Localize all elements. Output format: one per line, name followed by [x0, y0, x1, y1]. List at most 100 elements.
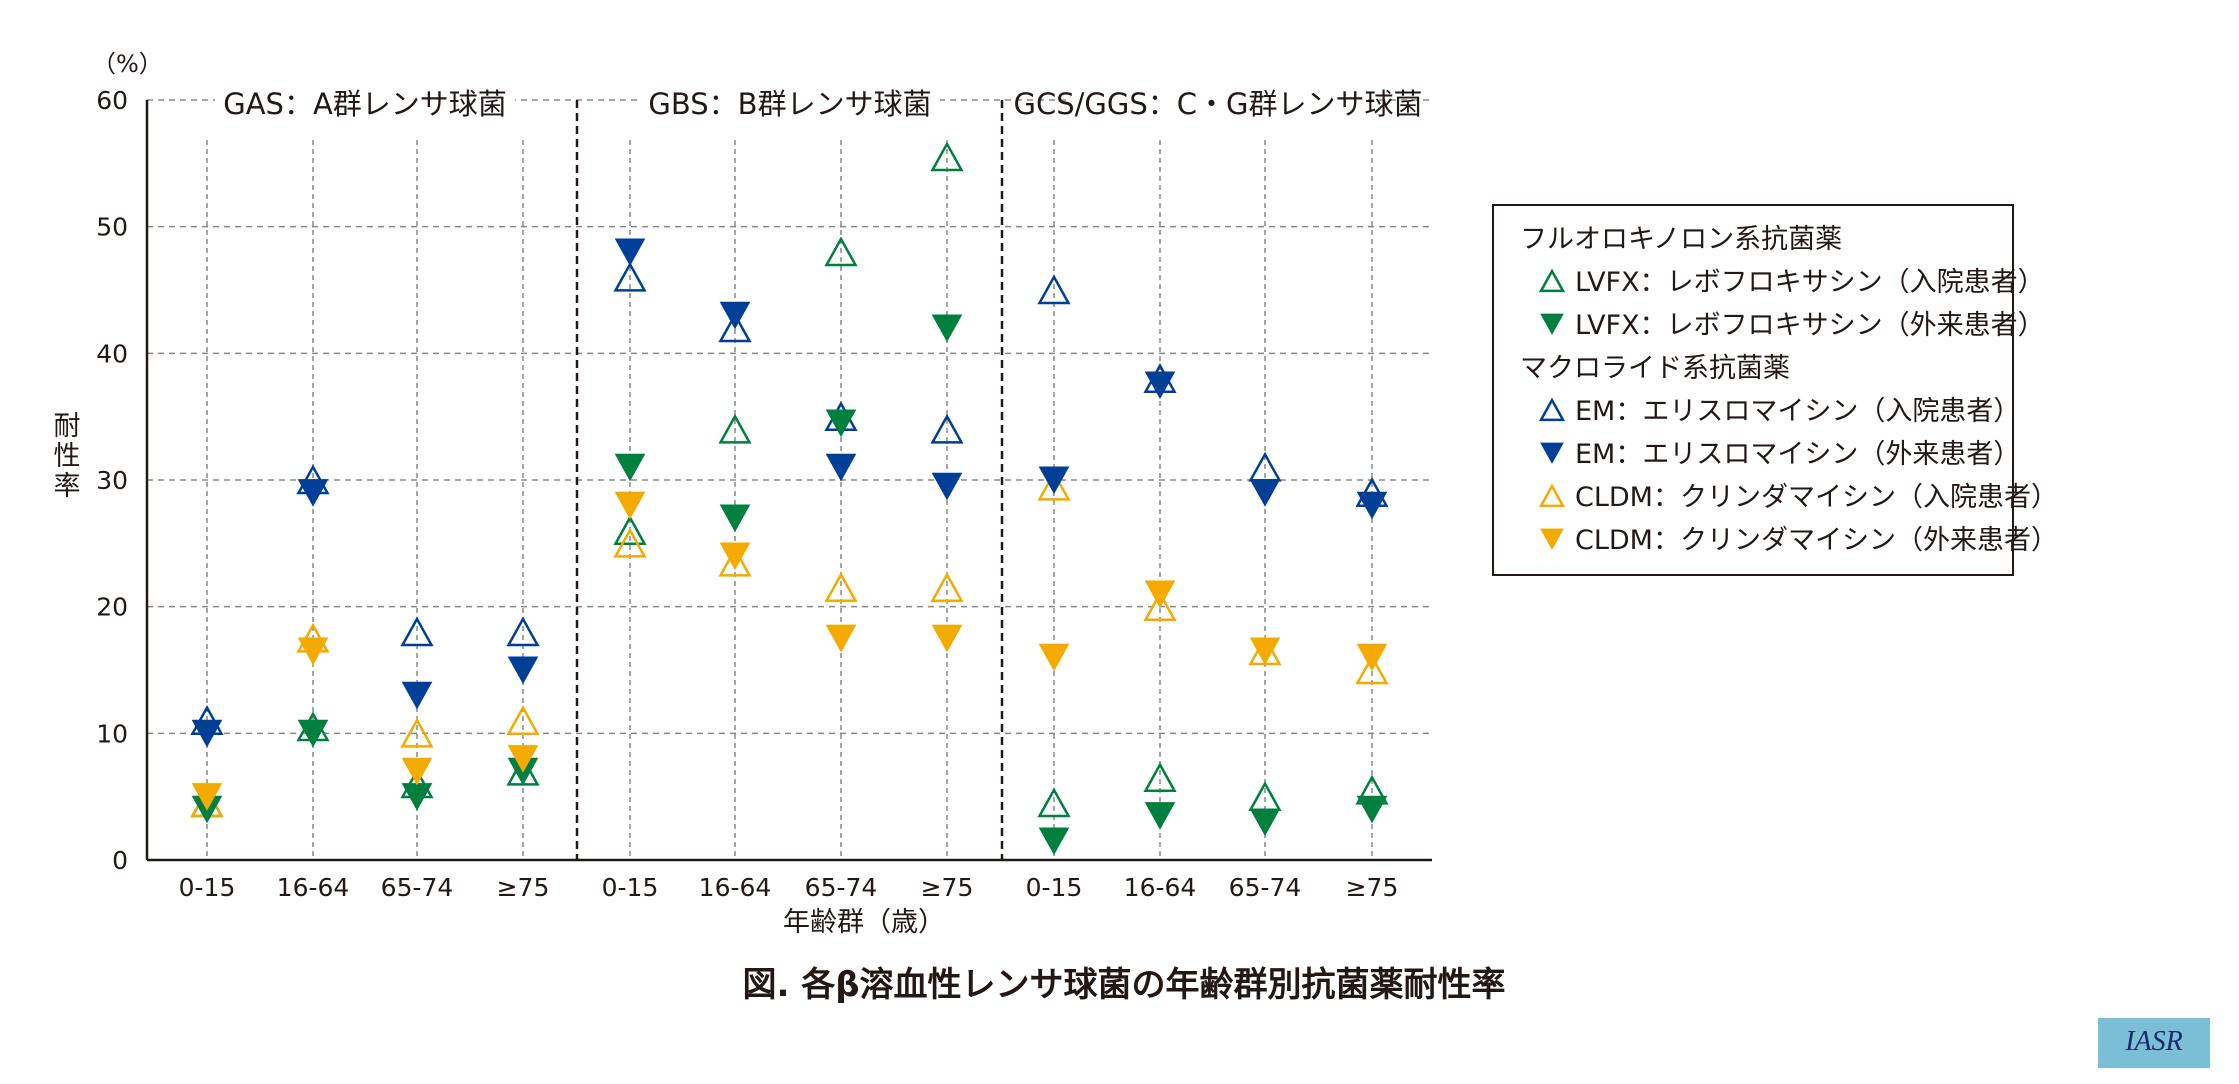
- legend-marker-em-in: [1538, 397, 1566, 422]
- x-tick-label: 0-15: [602, 873, 659, 902]
- marker-cldm-out: [297, 637, 329, 666]
- marker-cldm-in: [1037, 470, 1071, 501]
- marker-cldm-out: [614, 491, 646, 520]
- marker-lvfx-in: [1248, 781, 1282, 811]
- legend-item-label: LVFX：レボフロキサシン（入院患者）: [1575, 267, 2045, 298]
- legend-marker-cldm-in: [1538, 483, 1566, 508]
- marker-cldm-in: [400, 717, 434, 748]
- marker-cldm-out: [1356, 643, 1388, 672]
- legend-item-label: CLDM：クリンダマイシン（入院患者）: [1575, 482, 2058, 513]
- marker-lvfx-out: [719, 504, 751, 533]
- marker-cldm-out: [1249, 637, 1281, 666]
- y-tick-label: 20: [96, 593, 128, 622]
- legend: フルオロキノロン系抗菌薬 LVFX：レボフロキサシン（入院患者） LVFX：レボフロ…: [1492, 204, 2058, 576]
- x-tick-label: 16-64: [1124, 873, 1197, 902]
- marker-lvfx-in: [1037, 787, 1071, 818]
- x-tick-label: 0-15: [179, 873, 236, 902]
- marker-cldm-in: [1355, 654, 1389, 685]
- x-tick-label: 65-74: [805, 873, 878, 902]
- legend-box: [1492, 204, 2014, 576]
- panel-title-bg: [215, 86, 515, 116]
- marker-em-out: [401, 681, 433, 710]
- marker-cldm-in: [613, 527, 647, 558]
- marker-lvfx-in: [613, 515, 647, 545]
- chart-title: 図. 各β溶血性レンサ球菌の年齢群別抗菌薬耐性率: [742, 965, 1505, 1005]
- panel-title: GBS：B群レンサ球菌: [648, 87, 931, 121]
- x-tick-label: ≥75: [921, 873, 974, 902]
- marker-lvfx-out: [825, 409, 857, 438]
- x-axis-title: 年齢群（歳）: [783, 907, 945, 938]
- marker-cldm-out: [931, 624, 963, 653]
- axes: 0 10 20 30 40 50 60 0-15 16-64 65-74 ≥75 GAS：A群レンサ球…: [96, 86, 1432, 902]
- marker-em-in: [506, 616, 540, 647]
- marker-lvfx-in: [930, 141, 964, 172]
- marker-em-in: [400, 616, 434, 647]
- y-axis-title-char: 性: [54, 441, 81, 472]
- x-tick-label: 0-15: [1026, 873, 1083, 902]
- marker-em-in: [1037, 274, 1071, 305]
- marker-em-in: [930, 413, 964, 444]
- marker-cldm-out: [401, 757, 433, 786]
- marker-lvfx-out: [614, 453, 646, 482]
- y-axis-title: 耐性率: [54, 411, 81, 502]
- marker-em-in: [613, 261, 647, 292]
- legend-item-label: LVFX：レボフロキサシン（外来患者）: [1575, 310, 2045, 341]
- x-tick-label: 65-74: [381, 873, 454, 902]
- panel-title-bg: [1068, 86, 1368, 116]
- y-tick-label: 40: [96, 339, 128, 368]
- marker-lvfx-out: [1038, 827, 1070, 856]
- y-unit-label: （%）: [92, 50, 163, 78]
- marker-cldm-out: [1038, 643, 1070, 672]
- marker-cldm-out: [719, 542, 751, 571]
- marker-em-in: [718, 312, 752, 343]
- iasr-logo: IASR: [2098, 1018, 2210, 1068]
- marker-lvfx-out: [1249, 808, 1281, 837]
- marker-lvfx-in: [824, 236, 858, 267]
- y-tick-label: 10: [96, 719, 128, 748]
- y-tick-label: 30: [96, 466, 128, 495]
- svg-text:IASR: IASR: [2124, 1026, 2183, 1057]
- marker-em-out: [1249, 479, 1281, 507]
- marker-em-in: [1248, 451, 1282, 482]
- y-axis-title-char: 率: [54, 471, 81, 502]
- marker-cldm-in: [930, 572, 964, 602]
- x-tick-label: 16-64: [277, 873, 350, 902]
- marker-lvfx-in: [718, 413, 752, 444]
- legend-item-label: EM：エリスロマイシン（入院患者）: [1575, 396, 2020, 427]
- marker-cldm-in: [506, 705, 540, 735]
- marker-cldm-in: [824, 572, 858, 602]
- marker-lvfx-out: [931, 314, 963, 343]
- grid: [147, 99, 1432, 860]
- marker-em-out: [931, 472, 963, 501]
- x-tick-label: ≥75: [1346, 873, 1399, 902]
- marker-cldm-in: [718, 546, 752, 577]
- legend-item-label: EM：エリスロマイシン（外来患者）: [1575, 439, 2020, 470]
- marker-cldm-in: [1143, 591, 1177, 621]
- legend-marker-cldm-out: [1540, 528, 1564, 550]
- legend-item-label: CLDM：クリンダマイシン（外来患者）: [1575, 525, 2058, 556]
- marker-lvfx-in: [1143, 762, 1177, 792]
- panel-title: GCS/GGS：C・G群レンサ球菌: [1014, 87, 1423, 121]
- marker-lvfx-out: [1356, 795, 1388, 824]
- marker-em-out: [191, 719, 223, 748]
- panel-title: GAS：A群レンサ球菌: [223, 87, 507, 121]
- marker-em-out: [297, 479, 329, 507]
- x-tick-label: ≥75: [497, 873, 550, 902]
- y-tick-label: 0: [112, 846, 128, 875]
- marker-em-out: [1356, 491, 1388, 520]
- marker-em-out: [614, 238, 646, 267]
- marker-em-out: [719, 301, 751, 330]
- x-tick-label: 65-74: [1229, 873, 1302, 902]
- legend-group-label: フルオロキノロン系抗菌薬: [1520, 224, 1842, 255]
- y-tick-label: 50: [96, 213, 128, 242]
- marker-cldm-out: [191, 783, 223, 811]
- y-axis-title-char: 耐: [54, 411, 81, 442]
- legend-marker-lvfx-out: [1540, 313, 1564, 335]
- marker-em-out: [507, 656, 539, 685]
- data-points: [190, 141, 1389, 856]
- marker-cldm-out: [1144, 580, 1176, 609]
- marker-em-out: [1038, 466, 1070, 495]
- y-tick-label: 60: [96, 86, 128, 115]
- marker-em-out: [825, 453, 857, 482]
